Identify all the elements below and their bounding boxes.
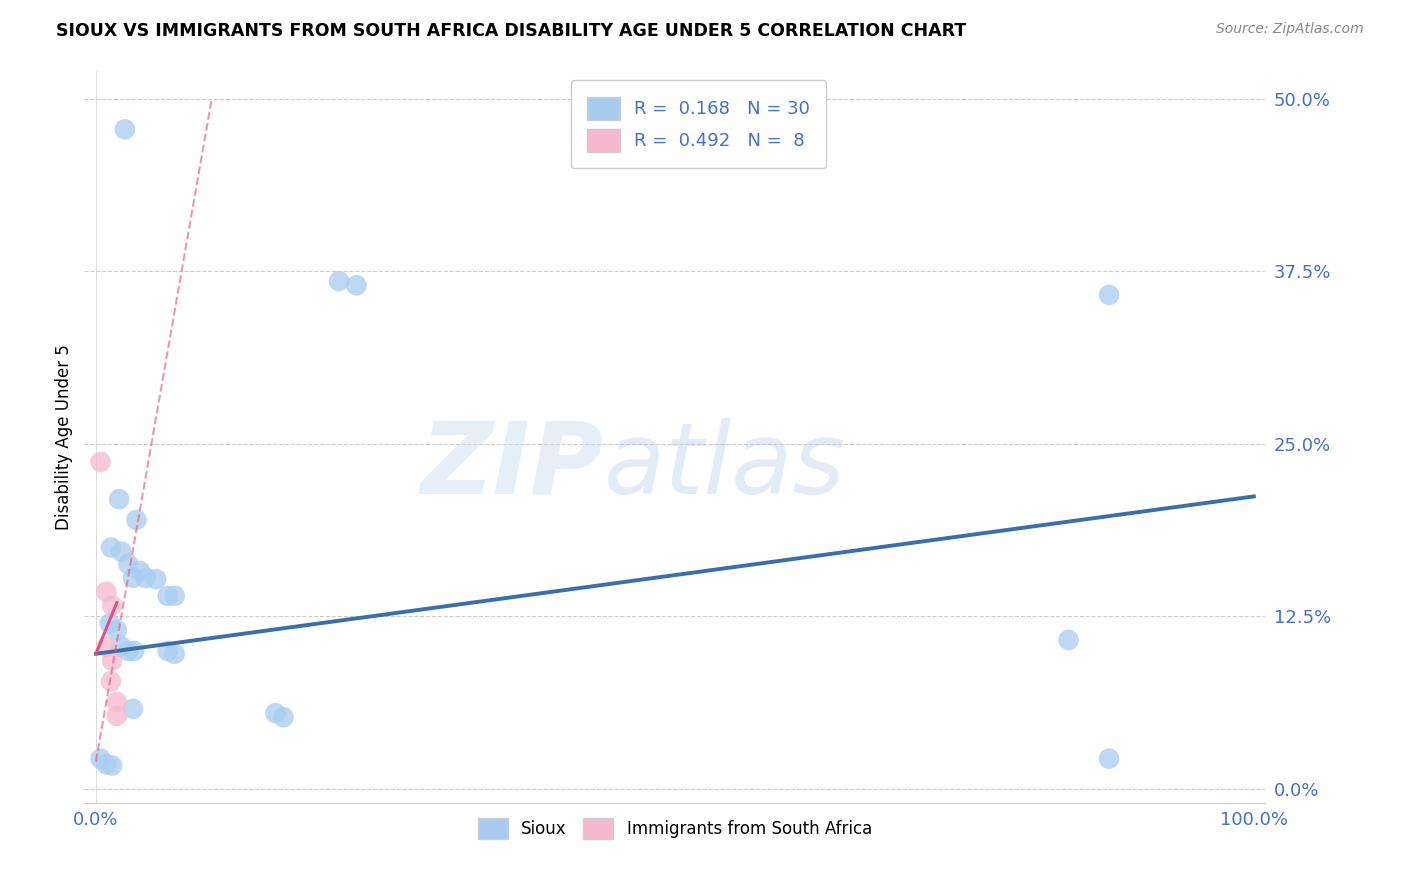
Point <box>163 647 186 661</box>
Point <box>105 709 128 723</box>
Text: ZIP: ZIP <box>420 417 605 515</box>
Point <box>110 544 132 558</box>
Point <box>328 274 350 288</box>
Point <box>98 616 121 631</box>
Point <box>273 710 295 724</box>
Point <box>110 640 132 654</box>
Point <box>96 584 118 599</box>
Point <box>105 624 128 638</box>
Point <box>117 557 139 571</box>
Text: Source: ZipAtlas.com: Source: ZipAtlas.com <box>1216 22 1364 37</box>
Point <box>156 589 179 603</box>
Point <box>145 572 167 586</box>
Point <box>122 571 145 585</box>
Point <box>264 706 287 720</box>
Point <box>96 757 118 772</box>
Point <box>114 122 136 136</box>
Point <box>122 644 145 658</box>
Y-axis label: Disability Age Under 5: Disability Age Under 5 <box>55 344 73 530</box>
Point <box>100 541 122 555</box>
Point <box>129 564 152 578</box>
Point <box>101 654 124 668</box>
Point <box>100 674 122 689</box>
Point <box>1098 288 1121 302</box>
Point <box>163 589 186 603</box>
Point <box>1057 632 1080 647</box>
Point <box>108 492 131 507</box>
Text: atlas: atlas <box>605 417 845 515</box>
Point <box>90 751 112 765</box>
Point <box>117 644 139 658</box>
Point <box>105 695 128 709</box>
Point <box>135 571 157 585</box>
Point <box>96 640 118 654</box>
Point <box>156 644 179 658</box>
Point <box>346 278 368 293</box>
Text: SIOUX VS IMMIGRANTS FROM SOUTH AFRICA DISABILITY AGE UNDER 5 CORRELATION CHART: SIOUX VS IMMIGRANTS FROM SOUTH AFRICA DI… <box>56 22 966 40</box>
Legend: Sioux, Immigrants from South Africa: Sioux, Immigrants from South Africa <box>471 811 879 846</box>
Point <box>122 702 145 716</box>
Point <box>1098 751 1121 765</box>
Point <box>90 455 112 469</box>
Point <box>125 513 148 527</box>
Point <box>101 758 124 772</box>
Point <box>101 599 124 613</box>
